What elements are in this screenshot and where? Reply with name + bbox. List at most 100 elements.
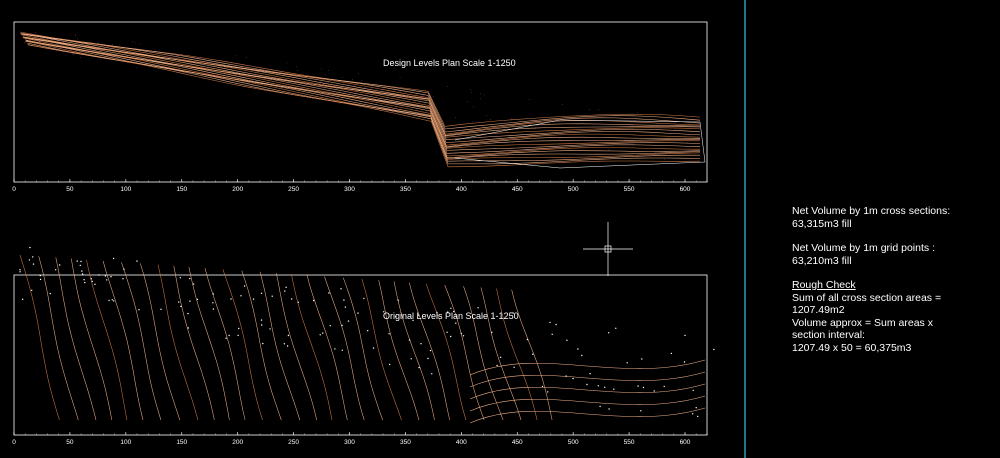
svg-text:·: ·	[532, 120, 534, 124]
svg-text:·: ·	[201, 76, 203, 80]
svg-text:·: ·	[327, 69, 329, 73]
svg-text:·: ·	[62, 39, 64, 43]
svg-text:·: ·	[104, 55, 106, 59]
axis-tick-label: 50	[66, 439, 74, 446]
svg-text:·: ·	[319, 81, 321, 85]
svg-text:·: ·	[234, 54, 236, 58]
svg-text:·: ·	[24, 41, 26, 45]
svg-text:·: ·	[422, 96, 424, 100]
svg-text:·: ·	[111, 43, 113, 47]
svg-text:·: ·	[674, 127, 676, 131]
svg-text:·: ·	[675, 121, 677, 125]
svg-text:·: ·	[381, 88, 383, 92]
svg-text:·: ·	[331, 96, 333, 100]
svg-text:·: ·	[124, 58, 126, 62]
crosshair-cursor[interactable]	[583, 222, 633, 276]
svg-text:·: ·	[339, 102, 341, 106]
svg-text:·: ·	[483, 93, 485, 97]
axis-tick-label: 200	[232, 186, 243, 193]
svg-text:·: ·	[75, 34, 77, 38]
svg-text:·: ·	[324, 73, 326, 77]
axis-tick-label: 50	[66, 186, 74, 193]
svg-text:·: ·	[73, 53, 75, 57]
svg-text:·: ·	[178, 66, 180, 70]
svg-text:·: ·	[294, 78, 296, 82]
axis-tick-label: 350	[400, 186, 411, 193]
svg-text:·: ·	[624, 139, 626, 143]
svg-text:·: ·	[559, 137, 561, 141]
axis-tick-label: 250	[288, 439, 299, 446]
svg-text:·: ·	[182, 71, 184, 75]
svg-text:·: ·	[23, 33, 25, 37]
svg-text:·: ·	[101, 47, 103, 51]
svg-text:·: ·	[355, 89, 357, 93]
svg-text:·: ·	[79, 56, 81, 60]
svg-text:·: ·	[486, 113, 488, 117]
svg-text:·: ·	[430, 94, 432, 98]
svg-text:·: ·	[471, 91, 473, 95]
svg-text:·: ·	[60, 47, 62, 51]
svg-text:·: ·	[166, 55, 168, 59]
svg-text:·: ·	[597, 108, 599, 112]
axis-tick-label: 100	[120, 439, 131, 446]
svg-text:·: ·	[245, 56, 247, 60]
svg-text:·: ·	[146, 50, 148, 54]
axis-tick-label: 400	[456, 439, 467, 446]
svg-text:·: ·	[202, 59, 204, 63]
svg-text:·: ·	[260, 68, 262, 72]
axis-tick-label: 300	[344, 186, 355, 193]
svg-text:·: ·	[608, 148, 610, 152]
svg-text:·: ·	[361, 78, 363, 82]
svg-text:·: ·	[634, 119, 636, 123]
svg-text:·: ·	[333, 100, 335, 104]
grid-points-heading: Net Volume by 1m grid points :	[792, 242, 935, 254]
svg-text:·: ·	[473, 105, 475, 109]
original-x-axis: 0 50 100 150 200 250 300 350 400 450 500 550 600	[12, 432, 708, 446]
svg-text:·: ·	[35, 30, 37, 34]
grid-points-value: 63,210m3 fill	[792, 254, 852, 267]
svg-text:·: ·	[156, 57, 158, 61]
svg-text:·: ·	[561, 102, 563, 106]
rough-check-heading: Rough Check	[792, 279, 856, 291]
svg-text:·: ·	[641, 140, 643, 144]
svg-text:·: ·	[131, 40, 133, 44]
svg-text:·: ·	[250, 84, 252, 88]
svg-text:·: ·	[210, 64, 212, 68]
svg-text:·: ·	[534, 127, 536, 131]
svg-text:·: ·	[480, 97, 482, 101]
svg-text:·: ·	[296, 69, 298, 73]
svg-text:·: ·	[346, 83, 348, 87]
axis-tick-label: 450	[512, 186, 523, 193]
svg-text:·: ·	[686, 141, 688, 145]
svg-text:·: ·	[677, 137, 679, 141]
svg-text:·: ·	[331, 85, 333, 89]
design-x-axis: 0 50 100 150 200 250 300 350 400 450 500 550 600	[12, 179, 708, 193]
svg-text:·: ·	[320, 93, 322, 97]
svg-text:·: ·	[394, 87, 396, 91]
svg-text:·: ·	[71, 52, 73, 56]
svg-text:·: ·	[504, 118, 506, 122]
rough-check-line5: 1207.49 x 50 = 60,375m3	[792, 341, 912, 354]
design-contours	[19, 31, 706, 169]
axis-tick-label: 550	[624, 186, 635, 193]
svg-text:·: ·	[454, 116, 456, 120]
svg-text:·: ·	[176, 68, 178, 72]
svg-text:·: ·	[341, 76, 343, 80]
svg-text:·: ·	[38, 40, 40, 44]
original-contours	[19, 254, 706, 424]
original-panel-title: Original Levels Plan Scale 1-1250	[383, 311, 519, 321]
svg-text:·: ·	[228, 80, 230, 84]
svg-text:·: ·	[213, 73, 215, 77]
svg-text:·: ·	[351, 78, 353, 82]
svg-text:·: ·	[357, 71, 359, 75]
volume-notes: Net Volume by 1m cross sections: 63,315m…	[792, 205, 996, 354]
svg-text:·: ·	[655, 151, 657, 155]
rough-check-line2: 1207.49m2	[792, 304, 845, 316]
svg-text:·: ·	[489, 118, 491, 122]
svg-text:·: ·	[529, 98, 531, 102]
axis-tick-label: 100	[120, 186, 131, 193]
axis-tick-label: 0	[12, 186, 16, 193]
svg-text:·: ·	[472, 120, 474, 124]
svg-text:·: ·	[423, 94, 425, 98]
